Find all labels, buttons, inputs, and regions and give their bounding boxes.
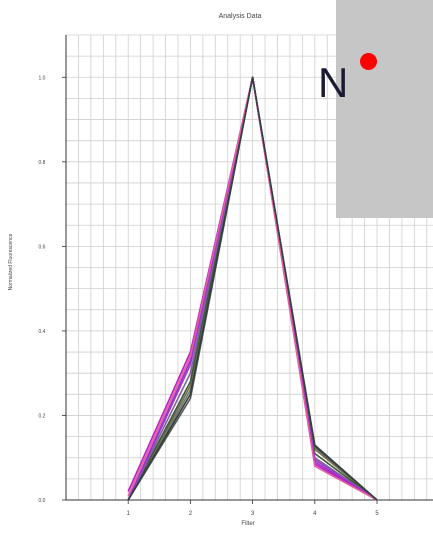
x-tick-label: 3: [251, 511, 255, 517]
y-axis-label: Normalized Fluorescence: [8, 233, 14, 290]
overlay-letter: N: [318, 59, 349, 106]
y-tick-label: 0.4: [39, 329, 46, 335]
series-line-10: [127, 76, 378, 501]
y-tick-label: 0.6: [39, 244, 46, 250]
x-tick-label: 4: [313, 511, 317, 517]
x-tick-label: 1: [127, 511, 131, 517]
chart-axes: [65, 35, 433, 501]
y-tick-label: 0.0: [39, 498, 46, 504]
y-tick-label: 0.2: [39, 413, 46, 419]
chart-title: Analysis Data: [219, 13, 262, 20]
y-tick-label: 0.8: [39, 160, 46, 166]
y-tick-label: 1.0: [39, 75, 46, 81]
red-dot-icon: [360, 53, 377, 70]
overlay-panel: [336, 0, 433, 218]
x-axis-label: Filter: [241, 521, 254, 527]
chart-ticks: 1 2 3 4 5 0.0 0.2 0.4 0.6 0.8 1.0: [39, 75, 380, 517]
x-tick-label: 5: [375, 511, 379, 517]
chart-series-group: [127, 76, 378, 501]
x-tick-label: 2: [189, 511, 193, 517]
